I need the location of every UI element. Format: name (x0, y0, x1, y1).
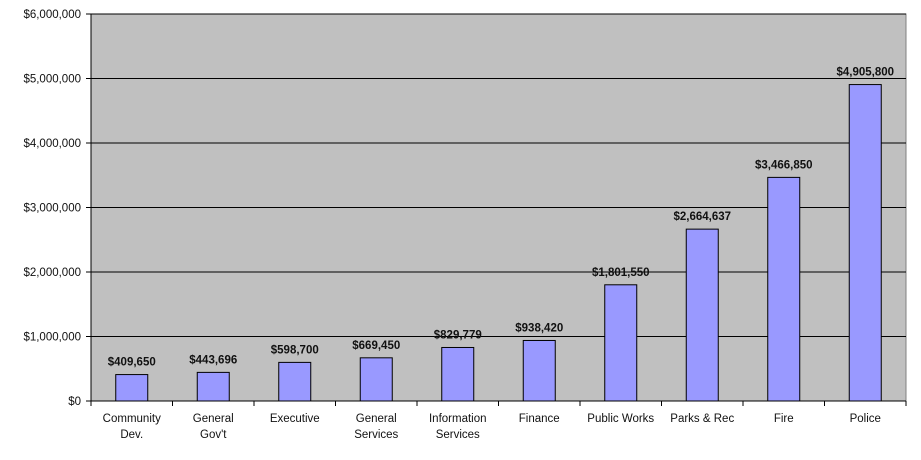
y-tick-label: $0 (68, 396, 81, 408)
x-tick-label: Dev. (120, 429, 143, 441)
x-tick-label: Parks & Rec (670, 413, 734, 425)
bar (359, 357, 393, 402)
x-tick-label: General (356, 413, 397, 425)
data-label: $829,779 (434, 329, 482, 341)
data-label: $1,801,550 (592, 267, 650, 279)
x-tick-label: Finance (519, 413, 560, 425)
bar (278, 361, 312, 402)
y-tick-label: $2,000,000 (23, 267, 81, 279)
y-tick-label: $1,000,000 (23, 332, 81, 344)
bar (604, 284, 638, 402)
y-tick-label: $4,000,000 (23, 138, 81, 150)
x-tick-label: Police (850, 413, 881, 425)
x-tick-label: Information (429, 413, 487, 425)
data-label: $598,700 (271, 344, 319, 356)
bar (848, 84, 882, 402)
x-tick-label: Executive (270, 413, 320, 425)
y-tick-label: $3,000,000 (23, 203, 81, 215)
data-label: $938,420 (515, 322, 563, 334)
data-label: $2,664,637 (673, 211, 731, 223)
bar (441, 346, 475, 402)
bar (685, 228, 719, 402)
y-tick-label: $5,000,000 (23, 74, 81, 86)
x-tick-label: Fire (774, 413, 794, 425)
x-axis: Community Dev. General Gov't Executive Genera… (90, 400, 907, 441)
y-tick-label: $6,000,000 (23, 9, 81, 21)
bars (115, 84, 882, 402)
data-label: $4,905,800 (836, 67, 894, 79)
bar (767, 176, 801, 402)
x-tick-label: Gov't (200, 429, 227, 441)
x-tick-label: General (193, 413, 234, 425)
bar (196, 371, 230, 402)
data-labels: $409,650 $443,696 $598,700 $669,450 $829,779… (108, 67, 894, 369)
bar (522, 339, 556, 402)
data-label: $409,650 (108, 357, 156, 369)
x-tick-label: Community (103, 413, 161, 425)
x-tick-label: Public Works (587, 413, 654, 425)
x-tick-label: Services (354, 429, 398, 441)
data-label: $669,450 (352, 340, 400, 352)
data-label: $443,696 (189, 354, 237, 366)
bar (115, 374, 149, 402)
data-label: $3,466,850 (755, 159, 813, 171)
x-tick-label: Services (436, 429, 480, 441)
y-axis: $0 $1,000,000 $2,000,000 $3,000,000 $4,000,0… (23, 9, 92, 408)
